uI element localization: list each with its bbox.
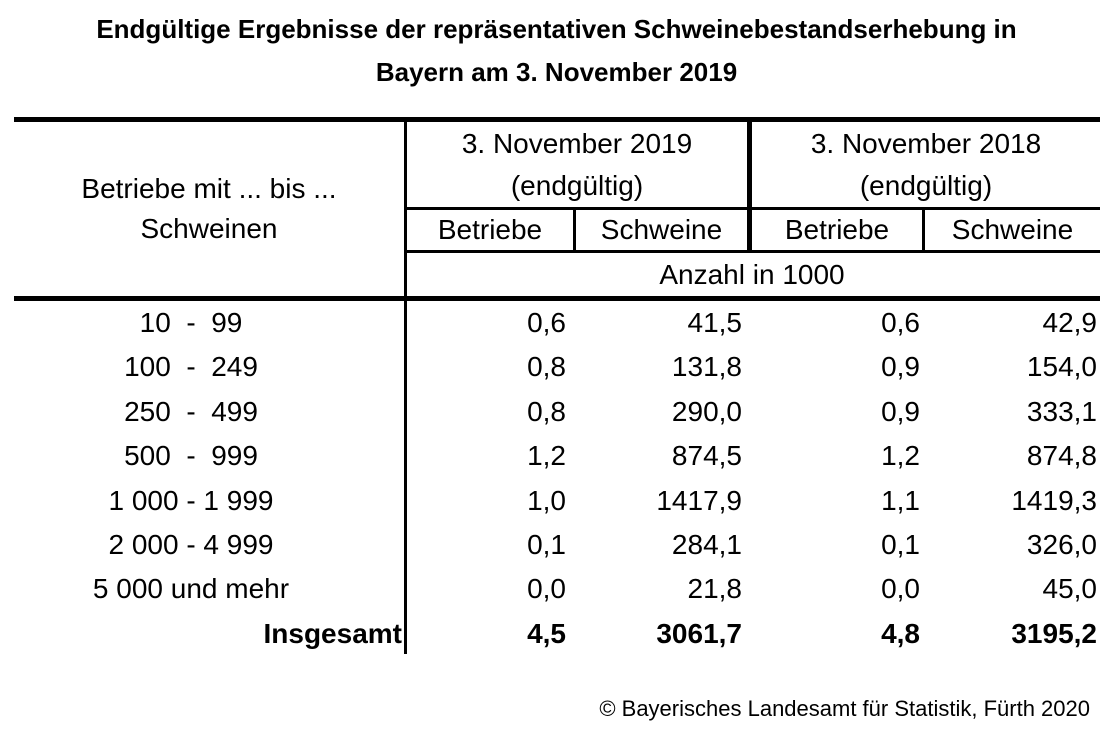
year-header-2018-date: 3. November 2018 [810, 127, 1042, 159]
table-row-total: Insgesamt 4,5 3061,7 4,8 3195,2 [0, 612, 1113, 656]
title-line-2: Bayern am 3. November 2019 [375, 57, 738, 87]
betriebe-2019-total: 4,5 [527, 617, 566, 649]
betriebe-2018-value: 0,6 [881, 307, 920, 338]
table-row: 5 000 und mehr 0,0 21,8 0,0 45,0 [0, 567, 1113, 611]
table-body: 10 - 99 0,6 41,5 0,6 42,9 100 - 249 0,8 … [0, 301, 1113, 656]
year-header-2019: 3. November 2019 (endgültig) [407, 122, 747, 207]
copyright-notice: © Bayerisches Landesamt für Statistik, F… [599, 696, 1090, 721]
schweine-2019-value: 21,8 [687, 573, 743, 605]
year-header-2018: 3. November 2018 (endgültig) [752, 122, 1100, 207]
size-class-label: 2 000 - 4 999 [108, 528, 274, 560]
schweine-2018-total: 3195,2 [1011, 617, 1097, 649]
row-header-line-1: Betriebe mit ... bis ... [81, 173, 337, 204]
schweine-2018-value: 42,9 [1042, 307, 1098, 338]
schweine-2018-value: 154,0 [1026, 351, 1097, 383]
schweine-2019-value: 290,0 [671, 395, 742, 427]
size-class-label: 5 000 und mehr [92, 573, 290, 605]
subcol-divider-2018 [922, 207, 925, 253]
schweine-2019-value: 284,1 [671, 528, 742, 560]
betriebe-2018-value: 0,0 [881, 573, 920, 605]
title-line-1: Endgültige Ergebnisse der repräsentative… [96, 14, 1017, 44]
subheader-bottom-line [404, 250, 1100, 253]
table-row: 500 - 999 1,2 874,5 1,2 874,8 [0, 434, 1113, 478]
unit-row: Anzahl in 1000 [659, 259, 845, 290]
table-row: 250 - 499 0,8 290,0 0,9 333,1 [0, 390, 1113, 434]
betriebe-2019-value: 1,2 [527, 440, 566, 472]
schweine-2018-value: 45,0 [1042, 573, 1098, 605]
schweine-2019-value: 1417,9 [656, 484, 742, 516]
betriebe-2018-value: 0,9 [881, 395, 920, 427]
size-class-label: 10 - 99 [139, 307, 243, 338]
betriebe-2018-value: 1,1 [881, 484, 920, 516]
page-title: Endgültige Ergebnisse der repräsentative… [0, 8, 1113, 94]
table-row: 10 - 99 0,6 41,5 0,6 42,9 [0, 301, 1113, 345]
year-header-2018-note: (endgültig) [859, 169, 993, 201]
betriebe-2018-value: 1,2 [881, 440, 920, 472]
subheader-betriebe-2019: Betriebe [437, 214, 543, 245]
betriebe-2018-value: 0,9 [881, 351, 920, 383]
subheader-schweine-2019: Schweine [600, 214, 723, 245]
row-header-line-2: Schweinen [140, 213, 278, 244]
schweine-2018-value: 333,1 [1026, 395, 1097, 427]
schweine-2018-value: 326,0 [1026, 528, 1097, 560]
table-row: 100 - 249 0,8 131,8 0,9 154,0 [0, 345, 1113, 389]
header-separator-line [14, 296, 1100, 301]
col1-divider [404, 117, 407, 654]
betriebe-2019-value: 0,1 [527, 528, 566, 560]
year-header-2019-date: 3. November 2019 [461, 127, 693, 159]
size-class-label: 500 - 999 [124, 440, 258, 472]
subcol-divider-2019 [573, 207, 576, 253]
subheader-schweine-2018: Schweine [951, 214, 1074, 245]
subheader-top-line [404, 207, 1100, 210]
schweine-2019-value: 41,5 [687, 307, 743, 338]
table-top-border [14, 117, 1100, 122]
betriebe-2019-value: 0,0 [527, 573, 566, 605]
size-class-label: 100 - 249 [124, 351, 258, 383]
table-row: 1 000 - 1 999 1,0 1417,9 1,1 1419,3 [0, 479, 1113, 523]
total-label: Insgesamt [263, 617, 403, 649]
size-class-label: 250 - 499 [124, 395, 258, 427]
betriebe-2018-value: 0,1 [881, 528, 920, 560]
betriebe-2019-value: 0,8 [527, 395, 566, 427]
schweine-2019-total: 3061,7 [656, 617, 742, 649]
year-group-divider [747, 117, 752, 253]
row-header-title: Betriebe mit ... bis ... Schweinen [14, 122, 404, 296]
betriebe-2019-value: 0,6 [527, 307, 566, 338]
size-class-label: 1 000 - 1 999 [108, 484, 274, 516]
subheader-betriebe-2018: Betriebe [784, 214, 890, 245]
table-row: 2 000 - 4 999 0,1 284,1 0,1 326,0 [0, 523, 1113, 567]
year-header-2019-note: (endgültig) [510, 169, 644, 201]
betriebe-2019-value: 1,0 [527, 484, 566, 516]
betriebe-2018-total: 4,8 [881, 617, 920, 649]
schweine-2018-value: 1419,3 [1011, 484, 1097, 516]
schweine-2019-value: 131,8 [671, 351, 742, 383]
schweine-2019-value: 874,5 [671, 440, 742, 472]
betriebe-2019-value: 0,8 [527, 351, 566, 383]
schweine-2018-value: 874,8 [1026, 440, 1097, 472]
